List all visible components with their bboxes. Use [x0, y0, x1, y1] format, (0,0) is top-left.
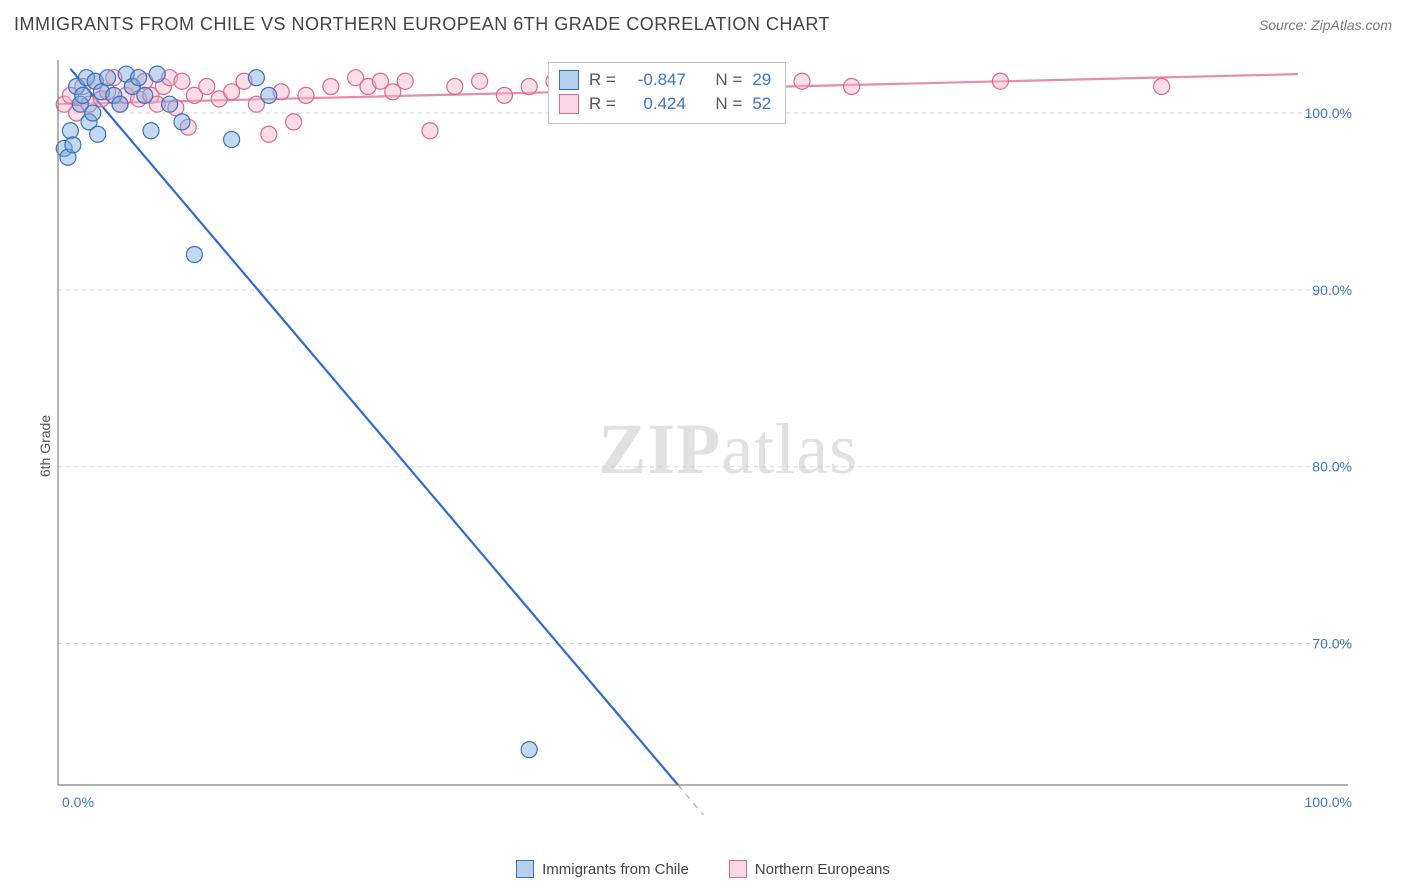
- n-label: N =: [715, 92, 742, 116]
- legend-row-neuropean: R = 0.424 N = 52: [559, 92, 771, 116]
- r-label: R =: [589, 92, 616, 116]
- n-label: N =: [715, 68, 742, 92]
- svg-text:100.0%: 100.0%: [1305, 794, 1352, 810]
- svg-text:80.0%: 80.0%: [1312, 459, 1352, 475]
- svg-text:100.0%: 100.0%: [1305, 105, 1352, 121]
- chart-container: IMMIGRANTS FROM CHILE VS NORTHERN EUROPE…: [0, 0, 1406, 892]
- swatch-pink: [559, 94, 579, 114]
- legend-item-neuropean: Northern Europeans: [729, 860, 890, 878]
- swatch-blue: [516, 860, 534, 878]
- r-label: R =: [589, 68, 616, 92]
- n-value: 29: [752, 68, 771, 92]
- svg-text:90.0%: 90.0%: [1312, 282, 1352, 298]
- correlation-legend: R = -0.847 N = 29 R = 0.424 N = 52: [548, 62, 786, 124]
- legend-label: Northern Europeans: [755, 861, 890, 878]
- legend-item-chile: Immigrants from Chile: [516, 860, 689, 878]
- svg-text:70.0%: 70.0%: [1312, 636, 1352, 652]
- svg-text:ZIPatlas: ZIPatlas: [598, 409, 858, 489]
- title-row: IMMIGRANTS FROM CHILE VS NORTHERN EUROPE…: [14, 14, 1392, 35]
- svg-text:0.0%: 0.0%: [62, 794, 94, 810]
- chart-title: IMMIGRANTS FROM CHILE VS NORTHERN EUROPE…: [14, 14, 830, 35]
- n-value: 52: [752, 92, 771, 116]
- series-legend: Immigrants from Chile Northern Europeans: [0, 860, 1406, 878]
- r-value: 0.424: [626, 92, 686, 116]
- legend-label: Immigrants from Chile: [542, 861, 689, 878]
- legend-row-chile: R = -0.847 N = 29: [559, 68, 771, 92]
- swatch-blue: [559, 70, 579, 90]
- source-label: Source: ZipAtlas.com: [1259, 17, 1392, 33]
- plot-area: 70.0% 80.0% 90.0% 100.0% ZIPatlas 0.0% 100.0%: [48, 55, 1358, 815]
- swatch-pink: [729, 860, 747, 878]
- chart-svg: 70.0% 80.0% 90.0% 100.0% ZIPatlas 0.0% 100.0%: [48, 55, 1358, 815]
- r-value: -0.847: [626, 68, 686, 92]
